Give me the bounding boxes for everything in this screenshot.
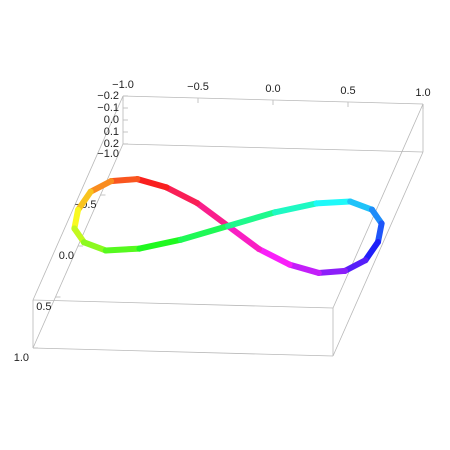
curve-point bbox=[134, 176, 141, 183]
y-tick-label: −1.0 bbox=[97, 148, 119, 160]
curve-point bbox=[313, 200, 320, 207]
curve-segment bbox=[194, 200, 231, 229]
curve-point bbox=[255, 246, 262, 252]
x-tick-label: −1.0 bbox=[112, 79, 134, 91]
box-edge bbox=[32, 95, 124, 301]
curve-point bbox=[87, 188, 94, 195]
curve-segment bbox=[342, 257, 369, 274]
curve-segment bbox=[108, 176, 141, 185]
y-tick-label: 0.5 bbox=[36, 301, 51, 313]
z-tick-label: 0.2 bbox=[104, 138, 119, 150]
curve-point bbox=[225, 223, 231, 229]
y-tick-label: 1.0 bbox=[14, 352, 29, 364]
curve-segment bbox=[225, 209, 279, 229]
curve-segment bbox=[362, 239, 381, 264]
curve-point bbox=[194, 200, 201, 206]
curve-segment bbox=[255, 246, 293, 268]
curve-point bbox=[378, 220, 385, 227]
curve-point bbox=[315, 269, 322, 276]
curve-point bbox=[272, 209, 279, 216]
box-edge bbox=[332, 103, 424, 309]
curve-segment bbox=[81, 239, 109, 254]
curve-segment bbox=[313, 198, 354, 207]
box-edge bbox=[332, 151, 424, 357]
curve-segment bbox=[286, 261, 322, 276]
curve-segment bbox=[87, 178, 114, 195]
box-edge bbox=[32, 347, 334, 357]
z-tick-label: −0.1 bbox=[97, 102, 119, 114]
curve-segment bbox=[177, 223, 231, 243]
curve-point bbox=[286, 261, 293, 268]
x-tick-label: 0.0 bbox=[265, 83, 280, 95]
curve-point bbox=[347, 198, 354, 205]
curve-segment bbox=[315, 267, 348, 276]
curve-point bbox=[375, 239, 381, 245]
curve-segment bbox=[163, 184, 201, 206]
curve-point bbox=[342, 267, 348, 274]
curve-segment bbox=[134, 176, 170, 191]
curve-segment bbox=[225, 223, 262, 252]
curve-segment bbox=[71, 207, 81, 232]
curve-point bbox=[362, 257, 369, 264]
curve-point bbox=[136, 245, 143, 252]
curve-point bbox=[81, 239, 87, 246]
curve-point bbox=[369, 206, 375, 213]
box-edge bbox=[32, 299, 334, 309]
curve-point bbox=[177, 236, 184, 243]
y-tick-label: 0.0 bbox=[59, 250, 74, 262]
curve-segment bbox=[375, 220, 385, 245]
z-tick-label: −0.2 bbox=[97, 90, 119, 102]
curve-segment bbox=[272, 200, 320, 216]
curve-segment bbox=[75, 188, 94, 213]
box-edge bbox=[122, 143, 424, 153]
z-tick-label: 0.1 bbox=[104, 126, 119, 138]
curve-point bbox=[71, 225, 78, 232]
x-tick-label: 1.0 bbox=[415, 87, 430, 99]
curve-point bbox=[163, 184, 170, 191]
x-tick-label: −0.5 bbox=[187, 81, 209, 93]
x-tick-label: 0.5 bbox=[340, 85, 355, 97]
z-tick-label: 0.0 bbox=[104, 114, 119, 126]
curve-segment bbox=[136, 236, 184, 252]
curve-point bbox=[108, 178, 114, 185]
curve-segment bbox=[102, 245, 143, 254]
curve-point bbox=[75, 207, 81, 213]
curve-segment bbox=[347, 198, 375, 213]
curve-point bbox=[102, 247, 109, 254]
